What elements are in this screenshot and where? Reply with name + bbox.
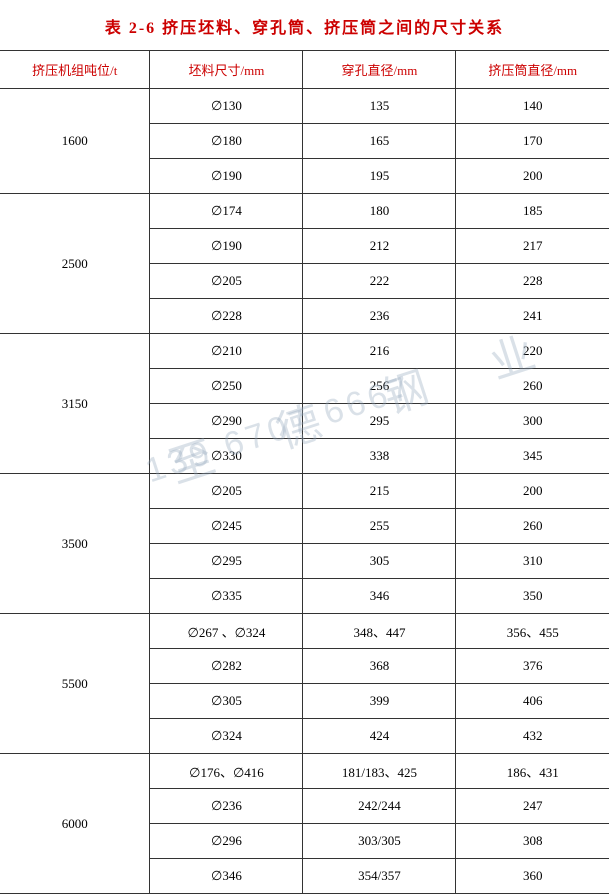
tonnage-cell: 2500 [0, 194, 150, 334]
pierce-cell: 295 [303, 404, 456, 439]
blank-cell: ∅290 [150, 404, 303, 439]
pierce-cell: 216 [303, 334, 456, 369]
container-cell: 200 [456, 159, 609, 194]
blank-cell: ∅296 [150, 824, 303, 859]
pierce-cell: 236 [303, 299, 456, 334]
pierce-cell: 256 [303, 369, 456, 404]
pierce-cell: 212 [303, 229, 456, 264]
table-title: 表 2-6 挤压坯料、穿孔筒、挤压筒之间的尺寸关系 [0, 0, 609, 50]
pierce-cell: 338 [303, 439, 456, 474]
pierce-cell: 222 [303, 264, 456, 299]
container-cell: 170 [456, 124, 609, 159]
blank-cell: ∅250 [150, 369, 303, 404]
blank-cell: ∅130 [150, 89, 303, 124]
container-cell: 241 [456, 299, 609, 334]
container-cell: 360 [456, 859, 609, 894]
pierce-cell: 424 [303, 719, 456, 754]
pierce-cell: 368 [303, 649, 456, 684]
blank-cell: ∅267 、∅324 [150, 614, 303, 649]
blank-cell: ∅174 [150, 194, 303, 229]
blank-cell: ∅228 [150, 299, 303, 334]
pierce-cell: 242/244 [303, 789, 456, 824]
container-cell: 200 [456, 474, 609, 509]
blank-cell: ∅295 [150, 544, 303, 579]
header-tonnage: 挤压机组吨位/t [0, 51, 150, 89]
container-cell: 310 [456, 544, 609, 579]
pierce-cell: 135 [303, 89, 456, 124]
pierce-cell: 348、447 [303, 614, 456, 649]
container-cell: 247 [456, 789, 609, 824]
container-cell: 186、431 [456, 754, 609, 789]
container-cell: 260 [456, 509, 609, 544]
table-row: 1600∅130135140 [0, 89, 609, 124]
blank-cell: ∅346 [150, 859, 303, 894]
pierce-cell: 195 [303, 159, 456, 194]
container-cell: 260 [456, 369, 609, 404]
blank-cell: ∅335 [150, 579, 303, 614]
pierce-cell: 165 [303, 124, 456, 159]
blank-cell: ∅176、∅416 [150, 754, 303, 789]
pierce-cell: 354/357 [303, 859, 456, 894]
container-cell: 406 [456, 684, 609, 719]
tonnage-cell: 3500 [0, 474, 150, 614]
header-blank: 坯料尺寸/mm [150, 51, 303, 89]
table-row: 3150∅210216220 [0, 334, 609, 369]
pierce-cell: 303/305 [303, 824, 456, 859]
blank-cell: ∅236 [150, 789, 303, 824]
container-cell: 300 [456, 404, 609, 439]
container-cell: 308 [456, 824, 609, 859]
blank-cell: ∅324 [150, 719, 303, 754]
table-row: 2500∅174180185 [0, 194, 609, 229]
container-cell: 376 [456, 649, 609, 684]
container-cell: 228 [456, 264, 609, 299]
header-container: 挤压筒直径/mm [456, 51, 609, 89]
container-cell: 140 [456, 89, 609, 124]
header-row: 挤压机组吨位/t 坯料尺寸/mm 穿孔直径/mm 挤压筒直径/mm [0, 51, 609, 89]
table-row: 5500∅267 、∅324348、447356、455 [0, 614, 609, 649]
pierce-cell: 399 [303, 684, 456, 719]
dimension-table: 挤压机组吨位/t 坯料尺寸/mm 穿孔直径/mm 挤压筒直径/mm 1600∅1… [0, 50, 609, 894]
pierce-cell: 180 [303, 194, 456, 229]
container-cell: 356、455 [456, 614, 609, 649]
blank-cell: ∅210 [150, 334, 303, 369]
container-cell: 345 [456, 439, 609, 474]
container-cell: 350 [456, 579, 609, 614]
table-body: 1600∅130135140∅180165170∅1901952002500∅1… [0, 89, 609, 894]
pierce-cell: 346 [303, 579, 456, 614]
blank-cell: ∅205 [150, 264, 303, 299]
blank-cell: ∅180 [150, 124, 303, 159]
container-cell: 432 [456, 719, 609, 754]
container-cell: 217 [456, 229, 609, 264]
tonnage-cell: 6000 [0, 754, 150, 894]
pierce-cell: 181/183、425 [303, 754, 456, 789]
container-cell: 220 [456, 334, 609, 369]
pierce-cell: 255 [303, 509, 456, 544]
blank-cell: ∅190 [150, 159, 303, 194]
tonnage-cell: 3150 [0, 334, 150, 474]
table-row: 3500∅205215200 [0, 474, 609, 509]
header-pierce: 穿孔直径/mm [303, 51, 456, 89]
blank-cell: ∅282 [150, 649, 303, 684]
blank-cell: ∅205 [150, 474, 303, 509]
pierce-cell: 215 [303, 474, 456, 509]
pierce-cell: 305 [303, 544, 456, 579]
blank-cell: ∅245 [150, 509, 303, 544]
blank-cell: ∅330 [150, 439, 303, 474]
tonnage-cell: 5500 [0, 614, 150, 754]
blank-cell: ∅190 [150, 229, 303, 264]
blank-cell: ∅305 [150, 684, 303, 719]
table-row: 6000∅176、∅416181/183、425186、431 [0, 754, 609, 789]
container-cell: 185 [456, 194, 609, 229]
tonnage-cell: 1600 [0, 89, 150, 194]
